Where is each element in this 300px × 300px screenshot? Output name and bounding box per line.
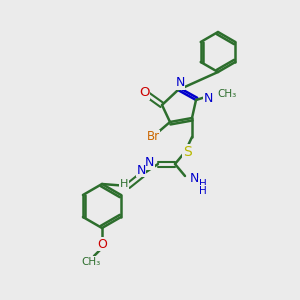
Text: Br: Br	[146, 130, 160, 143]
Text: N: N	[204, 92, 213, 104]
Text: CH₃: CH₃	[81, 257, 101, 267]
Text: O: O	[139, 86, 149, 100]
Text: H: H	[199, 179, 207, 189]
Text: H: H	[199, 186, 207, 196]
Text: S: S	[183, 145, 191, 159]
Text: N: N	[136, 164, 146, 176]
Text: N: N	[145, 157, 154, 169]
Text: N: N	[190, 172, 200, 185]
Text: CH₃: CH₃	[217, 89, 236, 99]
Text: H: H	[120, 179, 128, 189]
Text: O: O	[97, 238, 107, 250]
Text: N: N	[175, 76, 185, 89]
